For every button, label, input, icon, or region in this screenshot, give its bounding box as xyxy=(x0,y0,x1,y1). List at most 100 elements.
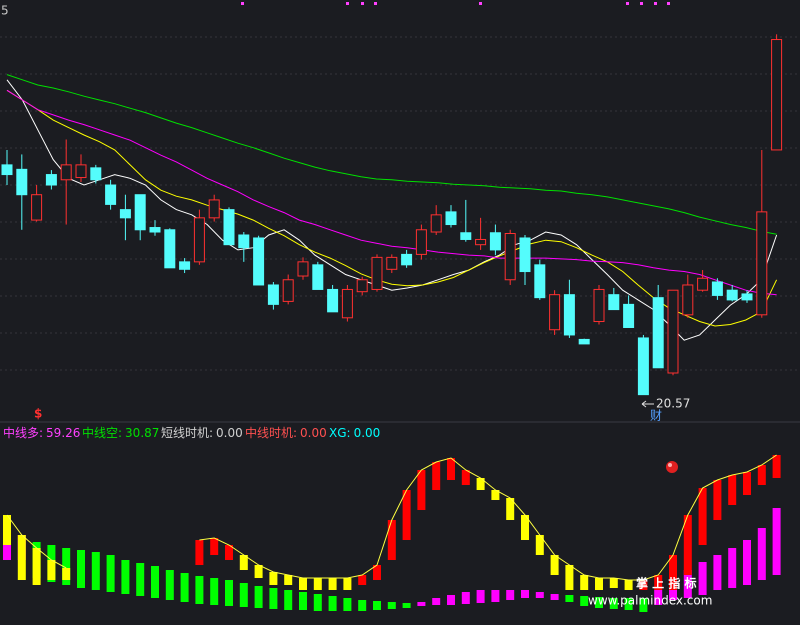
upper-bar xyxy=(447,458,455,480)
lower-bar xyxy=(698,562,707,595)
upper-bar xyxy=(62,568,71,580)
upper-bar xyxy=(47,560,56,580)
lower-bar xyxy=(743,540,751,585)
lower-bar xyxy=(225,580,233,606)
upper-bar xyxy=(624,580,633,590)
lower-bar xyxy=(195,576,204,604)
ma-line xyxy=(6,79,778,341)
lower-bar xyxy=(284,590,293,610)
candle-body xyxy=(489,232,501,251)
upper-bar xyxy=(639,580,648,590)
candle-body xyxy=(534,264,546,299)
upper-bar xyxy=(476,478,485,490)
upper-bar xyxy=(491,490,500,500)
upper-bar xyxy=(269,572,278,585)
lower-bar xyxy=(506,590,515,600)
signal-ball-shine xyxy=(668,463,672,467)
lower-bar xyxy=(121,560,130,594)
lower-bar xyxy=(713,555,722,590)
marker xyxy=(479,2,482,5)
candle-body xyxy=(623,303,635,328)
upper-bar xyxy=(535,535,544,555)
lower-bar xyxy=(757,528,766,580)
candle-body xyxy=(253,237,265,286)
lower-bar xyxy=(136,563,145,596)
upper-bar xyxy=(757,465,766,485)
candle-body xyxy=(312,264,324,290)
upper-bar xyxy=(683,515,692,575)
upper-bar xyxy=(609,578,618,588)
candle-body xyxy=(652,297,664,369)
marker xyxy=(654,2,657,5)
lower-bar xyxy=(654,590,663,605)
lower-bar xyxy=(77,550,85,588)
candle-body xyxy=(504,232,516,281)
upper-bar xyxy=(313,578,322,590)
corner-label: 5 xyxy=(1,4,9,18)
watermark-cn: 掌 上 指 标 xyxy=(636,576,697,591)
header-value: 59.26 xyxy=(46,426,80,440)
marker xyxy=(346,2,349,5)
upper-bar xyxy=(743,472,751,495)
lower-bar xyxy=(521,590,529,598)
lower-bar xyxy=(91,552,100,590)
upper-bar xyxy=(461,470,470,485)
header-name: XG: xyxy=(329,426,351,440)
candle-body xyxy=(401,253,413,266)
lower-bar xyxy=(535,592,544,598)
candle-body xyxy=(697,277,709,291)
marker xyxy=(667,2,670,5)
candle-body xyxy=(608,294,620,311)
lower-bar xyxy=(210,578,219,605)
upper-bar xyxy=(239,555,248,570)
upper-bar xyxy=(373,565,381,580)
lower-bar xyxy=(358,600,367,611)
candle-body xyxy=(16,168,28,196)
header-value: 0.00 xyxy=(216,426,243,440)
candle-body xyxy=(460,232,472,240)
candle-body xyxy=(297,261,309,277)
lower-bar xyxy=(609,598,618,609)
header-name: 中线空: xyxy=(82,425,122,440)
upper-bar xyxy=(550,555,559,575)
lower-bar xyxy=(254,586,263,608)
marker xyxy=(241,2,244,5)
candle-body xyxy=(563,294,575,336)
candle-body xyxy=(549,294,561,331)
marker xyxy=(626,2,629,5)
upper-bar xyxy=(595,578,603,590)
marker xyxy=(361,2,364,5)
upper-bar xyxy=(521,515,529,540)
candle-body xyxy=(149,227,161,233)
header-name: 中线多: xyxy=(3,425,43,440)
lower-bar xyxy=(387,602,396,609)
upper-bar xyxy=(3,515,11,545)
candle-body xyxy=(193,217,205,263)
low-label: 20.57 xyxy=(656,397,690,411)
lower-bar xyxy=(461,592,470,604)
upper-bar xyxy=(728,475,737,505)
candle-body xyxy=(475,238,487,246)
marker-label: 财 xyxy=(650,409,662,423)
lower-bar xyxy=(373,601,381,610)
upper-bar xyxy=(772,455,781,478)
candle-body xyxy=(371,256,383,290)
upper-bar xyxy=(506,498,515,520)
upper-bar xyxy=(402,490,411,540)
signal-label: $ xyxy=(34,407,42,421)
lower-bar xyxy=(595,597,603,608)
ma-line xyxy=(6,89,777,296)
lower-bar xyxy=(683,570,692,598)
upper-bar xyxy=(210,538,219,555)
lower-bar xyxy=(550,594,559,600)
lower-bar xyxy=(580,596,589,606)
upper-bar xyxy=(417,470,426,510)
candle-body xyxy=(327,288,339,313)
header-value: 0.00 xyxy=(300,426,327,440)
upper-bar xyxy=(225,545,233,560)
candle-body xyxy=(238,234,250,249)
candle-body xyxy=(105,184,117,205)
candle-body xyxy=(756,211,768,316)
lower-bar xyxy=(624,598,633,610)
